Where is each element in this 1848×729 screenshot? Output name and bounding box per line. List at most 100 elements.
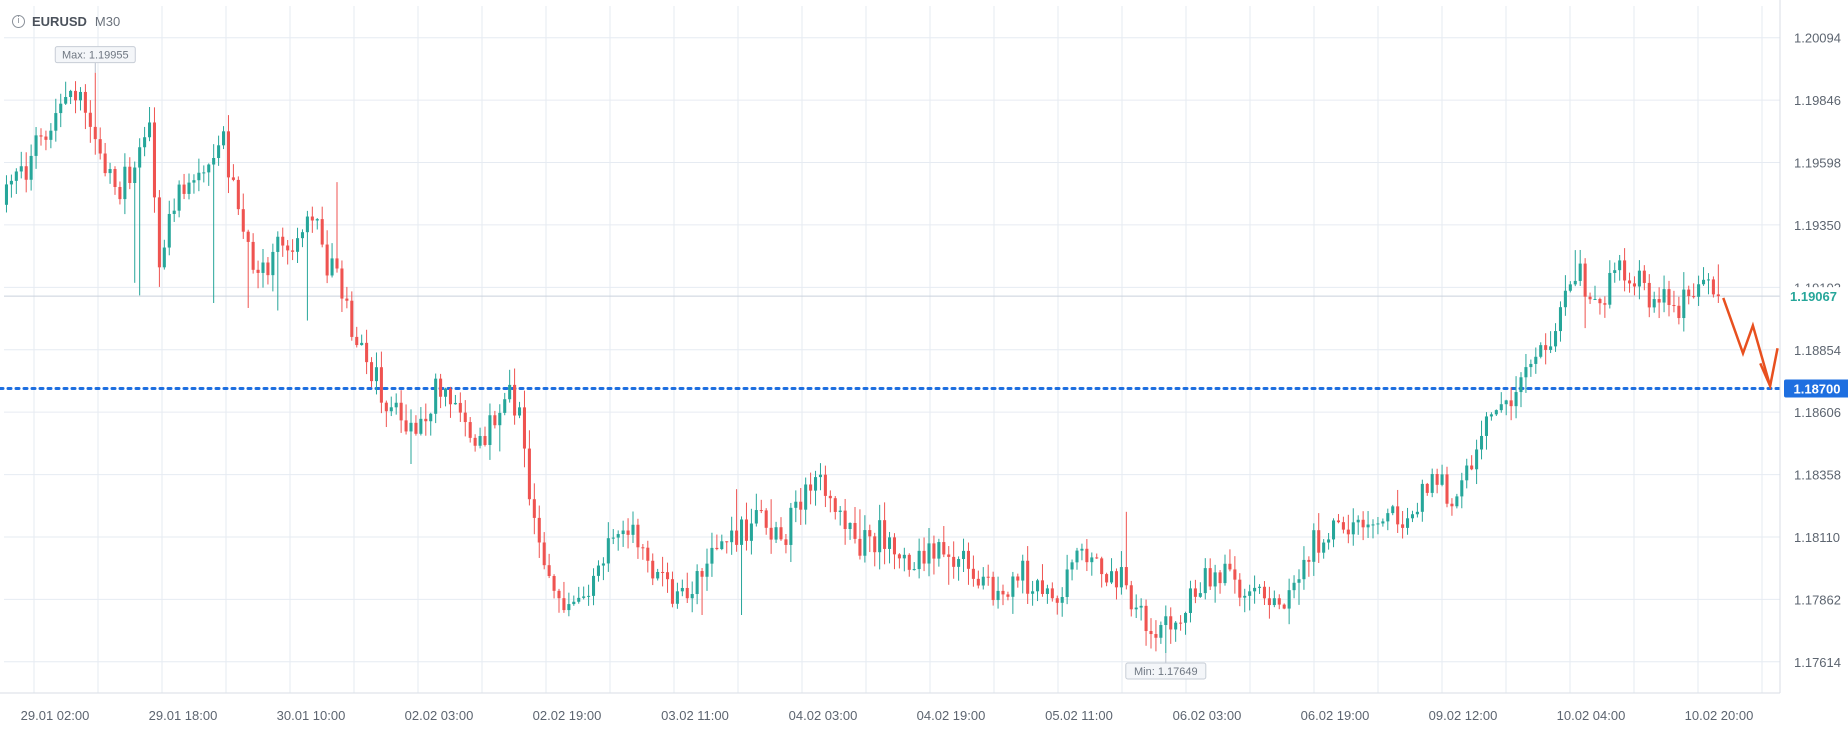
candle-body (1558, 307, 1562, 332)
candle (108, 162, 112, 184)
price-tick-label: 1.18358 (1794, 468, 1841, 483)
candle-body (695, 571, 699, 595)
candle-body (1657, 299, 1661, 303)
candle-body (1608, 272, 1612, 305)
candle-body (296, 238, 300, 252)
candle (355, 326, 359, 348)
candle-body (1080, 548, 1084, 551)
candle-body (187, 182, 191, 194)
candle (522, 390, 526, 468)
candle (1317, 513, 1321, 564)
candle-body (1001, 590, 1005, 595)
candle-body (483, 436, 487, 445)
candle (212, 144, 216, 303)
candle-body (522, 407, 526, 449)
candle-body (542, 542, 546, 566)
candle-body (873, 536, 877, 553)
candle (1573, 250, 1577, 287)
candle-body (370, 362, 374, 382)
candle (498, 404, 502, 452)
candle-body (1494, 410, 1498, 415)
candle-body (1489, 414, 1493, 417)
candle (118, 181, 122, 205)
candle-body (572, 601, 576, 605)
candle (1657, 287, 1661, 319)
level-price-tag (1784, 379, 1848, 398)
candle-body (98, 139, 102, 154)
candle (986, 564, 990, 586)
candle-body (24, 166, 28, 180)
candle-body (1440, 474, 1444, 485)
candle-body (14, 171, 18, 181)
candle (49, 123, 53, 149)
candle-body (966, 550, 970, 569)
candle-body (730, 530, 734, 543)
candle (148, 106, 152, 142)
candle (641, 544, 645, 560)
candle (1583, 258, 1587, 329)
candle-body (34, 135, 38, 156)
candle-body (1223, 563, 1227, 584)
candle-body (1085, 548, 1089, 563)
candle (1065, 554, 1069, 605)
candle (1021, 554, 1025, 594)
candle-body (118, 186, 122, 200)
candle (976, 570, 980, 589)
time-tick-label: 04.02 19:00 (917, 708, 986, 723)
candle-body (1480, 435, 1484, 450)
candle (424, 403, 428, 436)
candle (542, 532, 546, 570)
candle-body (1396, 506, 1400, 525)
candle (1188, 580, 1192, 623)
candle-body (547, 565, 551, 577)
candle-body (78, 91, 82, 101)
candle (1593, 285, 1597, 300)
candle-body (971, 568, 975, 579)
candle-body (592, 575, 596, 596)
candle (345, 286, 349, 309)
candle (1001, 584, 1005, 606)
candle-body (606, 538, 610, 564)
candle (1040, 564, 1044, 597)
time-tick-label: 10.02 20:00 (1685, 708, 1754, 723)
info-icon[interactable]: i (12, 15, 25, 28)
candle-body (1119, 567, 1123, 588)
candle (1179, 615, 1183, 631)
candle-body (1154, 634, 1158, 638)
candle-body (1578, 263, 1582, 281)
candle-body (424, 418, 428, 422)
candle-body (350, 300, 354, 337)
candle (547, 553, 551, 579)
candle (1110, 558, 1114, 585)
time-tick-label: 02.02 03:00 (405, 708, 474, 723)
candle (1697, 275, 1701, 306)
candle (587, 584, 591, 606)
candle (527, 430, 531, 506)
candle (789, 502, 793, 563)
candle-body (932, 543, 936, 559)
candle (695, 564, 699, 605)
candle-body (937, 542, 941, 559)
candle (1509, 387, 1513, 421)
candle (1568, 281, 1572, 293)
candle-body (1677, 305, 1681, 319)
candle (350, 291, 354, 341)
candle (690, 581, 694, 613)
candle-body (448, 388, 452, 405)
timeframe-label[interactable]: M30 (94, 14, 121, 29)
candle-body (473, 437, 477, 446)
candle-body (636, 524, 640, 548)
candle-body (922, 550, 926, 564)
candle-body (1055, 598, 1059, 603)
candle-body (1534, 356, 1538, 364)
candle-body (1420, 483, 1424, 512)
candle-body (478, 436, 482, 446)
candle-body (409, 422, 413, 432)
candle-body (1618, 260, 1622, 271)
candle-body (902, 554, 906, 559)
candle (656, 568, 660, 581)
candle (991, 571, 995, 606)
candle-body (631, 524, 635, 535)
candle-body (320, 219, 324, 245)
